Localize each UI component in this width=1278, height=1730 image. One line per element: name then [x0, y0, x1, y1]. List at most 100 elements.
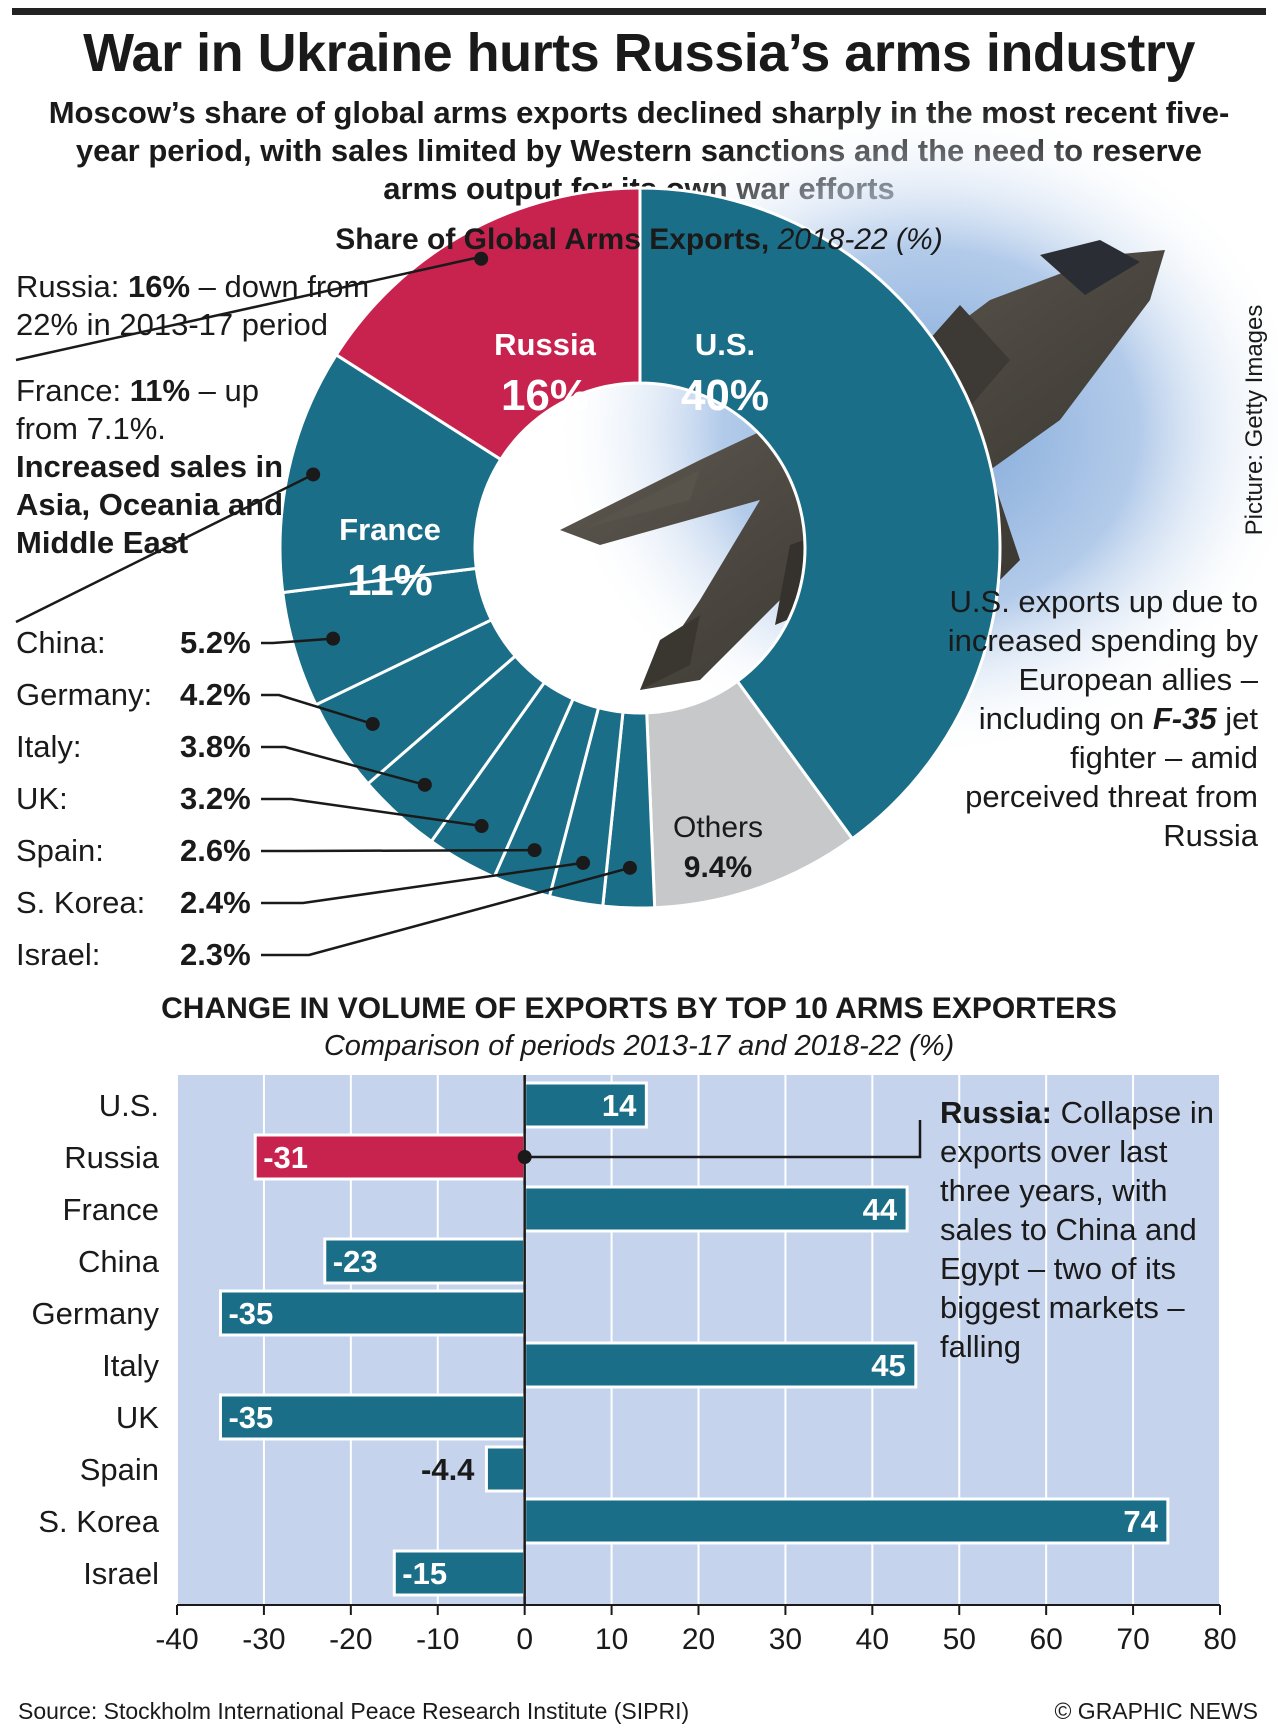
russia-bar-leader — [524, 1120, 922, 1159]
rank-value-s-korea: 2.4% — [180, 885, 251, 920]
category-label-china: China — [78, 1244, 160, 1279]
rank-value-italy: 3.8% — [180, 729, 251, 764]
bar-france — [523, 1185, 909, 1233]
pie-label-russia: Russia — [494, 327, 596, 362]
leader-dot-italy — [417, 777, 432, 792]
leader-dot-s-korea — [576, 855, 591, 870]
us-note: U.S. exports up due to increased spendin… — [940, 582, 1258, 855]
pie-value-france: 11% — [347, 556, 433, 605]
russia-bar-leader-dot — [517, 1150, 532, 1164]
leader-dot-france — [306, 467, 321, 482]
leader-dot-germany — [365, 716, 380, 731]
category-label-germany: Germany — [32, 1296, 160, 1331]
footer-credit: © GRAPHIC NEWS — [1054, 1698, 1258, 1724]
category-label-israel: Israel — [83, 1556, 159, 1591]
bar-chart-subtitle: Comparison of periods 2013-17 and 2018-2… — [323, 1030, 955, 1062]
pie-label-others: Others — [673, 811, 763, 844]
bar-uk — [218, 1393, 527, 1441]
x-tick-label: 30 — [769, 1623, 802, 1656]
share-title-bold: Share of Global Arms Exports, — [335, 223, 770, 256]
leader-line-uk — [261, 797, 482, 828]
rank-name-s-korea: S. Korea: — [16, 885, 146, 920]
bar-italy — [523, 1341, 918, 1389]
x-tick-label: 40 — [856, 1623, 889, 1656]
value-label-china: -23 — [333, 1244, 378, 1279]
x-tick-label: -20 — [329, 1623, 372, 1656]
leader-line-france — [15, 473, 314, 624]
x-tick-label: 80 — [1203, 1623, 1236, 1656]
pie-value-russia: 16% — [501, 371, 589, 420]
category-label-u-s: U.S. — [99, 1088, 159, 1123]
category-label-s-korea: S. Korea — [38, 1504, 159, 1539]
x-tick-label: -10 — [416, 1623, 459, 1656]
x-tick-label: 0 — [516, 1623, 533, 1656]
rank-name-italy: Italy: — [16, 729, 82, 764]
category-label-russia: Russia — [64, 1140, 160, 1175]
x-tick-label: -40 — [155, 1623, 198, 1656]
leader-line-s-korea — [261, 861, 584, 905]
us-note-text: U.S. exports up due to increased spendin… — [947, 584, 1258, 736]
category-label-italy: Italy — [102, 1348, 159, 1383]
picture-credit: Picture: Getty Images — [1241, 304, 1268, 536]
x-tick-label: 20 — [682, 1623, 715, 1656]
value-label-s-korea: 74 — [1123, 1504, 1158, 1539]
value-label-spain: -4.4 — [421, 1452, 475, 1487]
value-label-uk: -35 — [228, 1400, 273, 1435]
bar-spain — [484, 1445, 527, 1493]
france-note-post: – up from 7.1%. — [16, 373, 260, 446]
bar-china — [323, 1237, 527, 1285]
share-title-italic: 2018-22 (%) — [777, 223, 943, 256]
value-label-france: 44 — [863, 1192, 898, 1227]
value-label-israel: -15 — [402, 1556, 447, 1591]
pie-value-others: 9.4% — [684, 851, 752, 884]
leader-dot-israel — [622, 860, 637, 875]
leader-line-spain — [261, 848, 535, 853]
pie-slice-u-s — [638, 186, 1002, 841]
x-tick-label: -30 — [242, 1623, 285, 1656]
top-rule — [12, 8, 1266, 15]
bar-chart: -40 -30 -20 -10 0 10 20 30 40 50 60 70 80 U.S. 14 Russi… — [32, 1075, 1237, 1656]
leader-dot-russia — [474, 251, 489, 266]
rank-value-israel: 2.3% — [180, 937, 251, 972]
pie-label-france: France — [339, 512, 441, 547]
pie-chart: U.S. 40% Russia 16% France 11% Others 9.4% — [278, 186, 1002, 910]
russia-bar-note-text: Collapse in exports over last three year… — [940, 1095, 1214, 1364]
leader-dot-uk — [474, 819, 489, 834]
leader-dot-spain — [527, 843, 542, 858]
leader-line-china — [261, 637, 334, 645]
russia-note-bold: 16% — [127, 269, 191, 304]
category-label-france: France — [63, 1192, 159, 1227]
rank-name-israel: Israel: — [16, 937, 101, 972]
france-note-bold: 11% — [129, 373, 191, 408]
leader-dot-china — [326, 631, 341, 646]
france-note: France: 11% – up from 7.1%. Increased sal… — [16, 372, 286, 562]
leader-line-italy — [261, 745, 426, 787]
leader-line-israel — [261, 866, 631, 957]
callout-lines — [15, 251, 637, 957]
russia-note: Russia: 16% – down from 22% in 2013-17 p… — [16, 268, 436, 344]
rank-value-uk: 3.2% — [180, 781, 251, 816]
bar-s-korea — [523, 1497, 1170, 1545]
footer-source: Source: Stockholm International Peace Re… — [18, 1698, 690, 1724]
rank-name-uk: UK: — [16, 781, 68, 816]
rank-value-germany: 4.2% — [180, 677, 251, 712]
value-label-russia: -31 — [263, 1140, 308, 1175]
x-tick-label: 10 — [595, 1623, 628, 1656]
page-title: War in Ukraine hurts Russia’s arms indus… — [83, 23, 1195, 83]
france-note-pre: France: — [16, 373, 130, 408]
leader-line-germany — [261, 693, 374, 726]
russia-note-pre: Russia: — [16, 269, 128, 304]
russia-bar-note: Russia: Collapse in exports over last th… — [940, 1093, 1240, 1366]
bar-russia — [253, 1133, 527, 1181]
pie-value-u-s: 40% — [681, 371, 769, 420]
value-label-u-s: 14 — [602, 1088, 637, 1123]
bar-israel — [392, 1549, 527, 1597]
x-tick-label: 60 — [1029, 1623, 1062, 1656]
pie-label-u-s: U.S. — [695, 327, 755, 362]
russia-bar-note-bold: Russia: — [940, 1095, 1052, 1130]
share-section-title: Share of Global Arms Exports, 2018-22 (%… — [0, 223, 1278, 257]
category-label-spain: Spain — [80, 1452, 159, 1487]
rank-name-china: China: — [16, 625, 106, 660]
value-label-germany: -35 — [228, 1296, 273, 1331]
